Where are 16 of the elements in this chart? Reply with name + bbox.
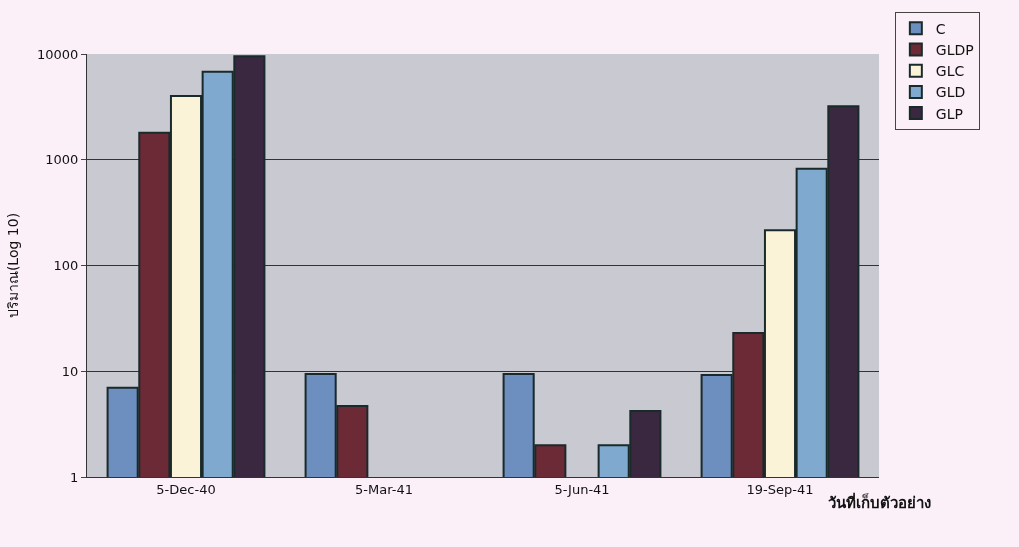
y-tick-label: 10000: [37, 46, 79, 62]
y-tick-label: 10: [61, 363, 79, 379]
legend-label: GLD: [935, 84, 966, 101]
x-axis-title: วันที่เก็บตัวอย่าง: [828, 492, 931, 512]
legend-label: GLDP: [935, 41, 974, 58]
y-tick-label: 1000: [45, 152, 79, 168]
y-tick-label: 100: [53, 258, 79, 274]
x-tick-label: 5-Jun-41: [554, 481, 610, 497]
y-axis-title: ปริมาณ(Log 10): [4, 212, 21, 319]
legend-label: C: [935, 20, 946, 37]
legend-label: GLP: [935, 105, 963, 122]
y-tick-label: 1: [70, 469, 79, 485]
x-tick-label: 5-Mar-41: [355, 481, 413, 497]
x-tick-label: 19-Sep-41: [746, 481, 814, 497]
legend-label: GLC: [935, 63, 965, 80]
x-tick-label: 5-Dec-40: [156, 481, 216, 497]
